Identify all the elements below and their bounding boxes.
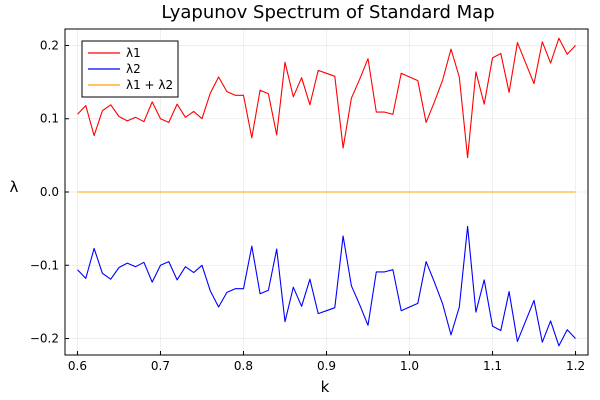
x-tick-label: 0.9 <box>317 359 336 373</box>
y-tick-label: −0.1 <box>30 258 59 272</box>
x-axis-label: k <box>321 378 330 396</box>
chart-title: Lyapunov Spectrum of Standard Map <box>161 2 494 23</box>
series-line-1 <box>77 37 576 159</box>
x-tick-label: 0.8 <box>234 359 253 373</box>
y-tick-label: −0.2 <box>30 332 59 346</box>
y-tick-label: 0.0 <box>40 185 59 199</box>
y-tick-label: 0.1 <box>40 112 59 126</box>
x-tick-label: 1.2 <box>566 359 585 373</box>
x-tick-label: 1.1 <box>483 359 502 373</box>
x-axis: 0.6 0.7 0.8 0.9 1.0 1.1 1.2 <box>68 351 585 373</box>
legend-label: λ2 <box>126 62 141 76</box>
series-line-2 <box>77 225 576 347</box>
x-tick-label: 1.0 <box>400 359 419 373</box>
legend-label: λ1 <box>126 46 141 60</box>
x-tick-label: 0.6 <box>68 359 87 373</box>
legend-label: λ1 + λ2 <box>126 78 173 92</box>
series-lines <box>77 37 576 347</box>
y-axis-label: λ <box>10 178 19 196</box>
legend: λ1 λ2 λ1 + λ2 <box>81 40 179 98</box>
y-tick-label: 0.2 <box>40 38 59 52</box>
y-axis: −0.2 −0.1 0.0 0.1 0.2 <box>30 38 69 346</box>
x-tick-label: 0.7 <box>151 359 170 373</box>
